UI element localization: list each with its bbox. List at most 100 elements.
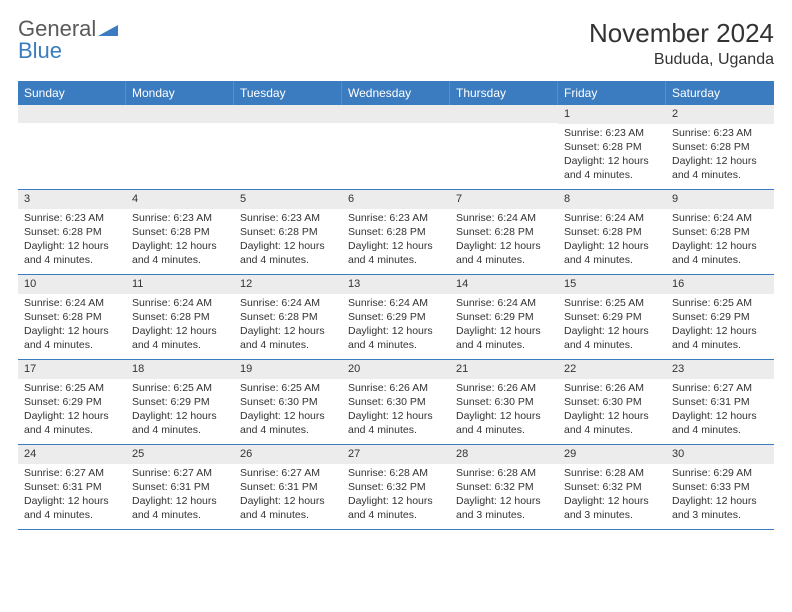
calendar-day-empty <box>342 105 450 189</box>
daylight-text: Daylight: 12 hours and 4 minutes. <box>132 324 228 352</box>
sunset-text: Sunset: 6:30 PM <box>456 395 552 409</box>
sunrise-text: Sunrise: 6:28 AM <box>456 466 552 480</box>
sunset-text: Sunset: 6:29 PM <box>564 310 660 324</box>
calendar-day: 25Sunrise: 6:27 AMSunset: 6:31 PMDayligh… <box>126 445 234 529</box>
daylight-text: Daylight: 12 hours and 3 minutes. <box>564 494 660 522</box>
sunset-text: Sunset: 6:28 PM <box>240 310 336 324</box>
weekday-header-row: SundayMondayTuesdayWednesdayThursdayFrid… <box>18 81 774 105</box>
calendar-day: 10Sunrise: 6:24 AMSunset: 6:28 PMDayligh… <box>18 275 126 359</box>
sunrise-text: Sunrise: 6:24 AM <box>456 296 552 310</box>
day-number: 9 <box>666 190 774 209</box>
weekday-header: Friday <box>558 81 666 105</box>
calendar-day: 2Sunrise: 6:23 AMSunset: 6:28 PMDaylight… <box>666 105 774 189</box>
daylight-text: Daylight: 12 hours and 4 minutes. <box>348 239 444 267</box>
day-content: Sunrise: 6:24 AMSunset: 6:28 PMDaylight:… <box>18 294 126 357</box>
calendar-day: 22Sunrise: 6:26 AMSunset: 6:30 PMDayligh… <box>558 360 666 444</box>
day-number: 2 <box>666 105 774 124</box>
weekday-header: Tuesday <box>234 81 342 105</box>
sunrise-text: Sunrise: 6:25 AM <box>240 381 336 395</box>
day-number: 17 <box>18 360 126 379</box>
daylight-text: Daylight: 12 hours and 4 minutes. <box>132 409 228 437</box>
sunset-text: Sunset: 6:28 PM <box>672 225 768 239</box>
day-number: 6 <box>342 190 450 209</box>
day-number: 18 <box>126 360 234 379</box>
day-content: Sunrise: 6:24 AMSunset: 6:28 PMDaylight:… <box>558 209 666 272</box>
sunset-text: Sunset: 6:30 PM <box>240 395 336 409</box>
day-number: 1 <box>558 105 666 124</box>
sunrise-text: Sunrise: 6:28 AM <box>348 466 444 480</box>
daylight-text: Daylight: 12 hours and 4 minutes. <box>240 324 336 352</box>
daylight-text: Daylight: 12 hours and 4 minutes. <box>456 239 552 267</box>
day-content: Sunrise: 6:28 AMSunset: 6:32 PMDaylight:… <box>342 464 450 527</box>
month-title: November 2024 <box>589 18 774 49</box>
sunset-text: Sunset: 6:29 PM <box>24 395 120 409</box>
calendar-day: 23Sunrise: 6:27 AMSunset: 6:31 PMDayligh… <box>666 360 774 444</box>
logo: General Blue <box>18 18 118 62</box>
calendar: SundayMondayTuesdayWednesdayThursdayFrid… <box>18 81 774 530</box>
weekday-header: Thursday <box>450 81 558 105</box>
weekday-header: Monday <box>126 81 234 105</box>
sunset-text: Sunset: 6:32 PM <box>564 480 660 494</box>
calendar-body: 1Sunrise: 6:23 AMSunset: 6:28 PMDaylight… <box>18 105 774 530</box>
sunset-text: Sunset: 6:31 PM <box>132 480 228 494</box>
sunset-text: Sunset: 6:28 PM <box>564 140 660 154</box>
daylight-text: Daylight: 12 hours and 4 minutes. <box>132 239 228 267</box>
sunset-text: Sunset: 6:29 PM <box>132 395 228 409</box>
calendar-day: 14Sunrise: 6:24 AMSunset: 6:29 PMDayligh… <box>450 275 558 359</box>
calendar-day: 17Sunrise: 6:25 AMSunset: 6:29 PMDayligh… <box>18 360 126 444</box>
day-number: 12 <box>234 275 342 294</box>
calendar-week-row: 1Sunrise: 6:23 AMSunset: 6:28 PMDaylight… <box>18 105 774 190</box>
sunset-text: Sunset: 6:28 PM <box>348 225 444 239</box>
sunset-text: Sunset: 6:29 PM <box>456 310 552 324</box>
sunrise-text: Sunrise: 6:25 AM <box>24 381 120 395</box>
sunset-text: Sunset: 6:31 PM <box>240 480 336 494</box>
day-content: Sunrise: 6:27 AMSunset: 6:31 PMDaylight:… <box>126 464 234 527</box>
calendar-day-empty <box>234 105 342 189</box>
day-number: 26 <box>234 445 342 464</box>
sunrise-text: Sunrise: 6:23 AM <box>564 126 660 140</box>
day-number: 13 <box>342 275 450 294</box>
weekday-header: Sunday <box>18 81 126 105</box>
location: Bududa, Uganda <box>589 51 774 69</box>
day-number: 22 <box>558 360 666 379</box>
day-content: Sunrise: 6:23 AMSunset: 6:28 PMDaylight:… <box>18 209 126 272</box>
daylight-text: Daylight: 12 hours and 3 minutes. <box>456 494 552 522</box>
daylight-text: Daylight: 12 hours and 4 minutes. <box>456 324 552 352</box>
daylight-text: Daylight: 12 hours and 4 minutes. <box>564 239 660 267</box>
calendar-day-empty <box>18 105 126 189</box>
sunset-text: Sunset: 6:33 PM <box>672 480 768 494</box>
day-number: 23 <box>666 360 774 379</box>
sunrise-text: Sunrise: 6:24 AM <box>672 211 768 225</box>
sunrise-text: Sunrise: 6:25 AM <box>672 296 768 310</box>
daylight-text: Daylight: 12 hours and 4 minutes. <box>348 324 444 352</box>
sunrise-text: Sunrise: 6:25 AM <box>132 381 228 395</box>
daylight-text: Daylight: 12 hours and 4 minutes. <box>240 494 336 522</box>
day-content: Sunrise: 6:27 AMSunset: 6:31 PMDaylight:… <box>666 379 774 442</box>
sunset-text: Sunset: 6:32 PM <box>348 480 444 494</box>
calendar-day: 30Sunrise: 6:29 AMSunset: 6:33 PMDayligh… <box>666 445 774 529</box>
sunset-text: Sunset: 6:28 PM <box>132 310 228 324</box>
calendar-week-row: 3Sunrise: 6:23 AMSunset: 6:28 PMDaylight… <box>18 190 774 275</box>
daylight-text: Daylight: 12 hours and 4 minutes. <box>672 154 768 182</box>
calendar-day: 5Sunrise: 6:23 AMSunset: 6:28 PMDaylight… <box>234 190 342 274</box>
daylight-text: Daylight: 12 hours and 4 minutes. <box>240 409 336 437</box>
day-number: 10 <box>18 275 126 294</box>
daylight-text: Daylight: 12 hours and 4 minutes. <box>348 494 444 522</box>
sunset-text: Sunset: 6:28 PM <box>672 140 768 154</box>
calendar-day: 3Sunrise: 6:23 AMSunset: 6:28 PMDaylight… <box>18 190 126 274</box>
day-content: Sunrise: 6:25 AMSunset: 6:29 PMDaylight:… <box>126 379 234 442</box>
day-number: 21 <box>450 360 558 379</box>
weekday-header: Saturday <box>666 81 774 105</box>
sunrise-text: Sunrise: 6:26 AM <box>456 381 552 395</box>
calendar-day: 20Sunrise: 6:26 AMSunset: 6:30 PMDayligh… <box>342 360 450 444</box>
calendar-day: 11Sunrise: 6:24 AMSunset: 6:28 PMDayligh… <box>126 275 234 359</box>
sunrise-text: Sunrise: 6:23 AM <box>240 211 336 225</box>
day-number <box>18 105 126 123</box>
daylight-text: Daylight: 12 hours and 4 minutes. <box>672 409 768 437</box>
calendar-week-row: 24Sunrise: 6:27 AMSunset: 6:31 PMDayligh… <box>18 445 774 530</box>
logo-triangle-icon <box>98 25 118 39</box>
calendar-day: 24Sunrise: 6:27 AMSunset: 6:31 PMDayligh… <box>18 445 126 529</box>
daylight-text: Daylight: 12 hours and 4 minutes. <box>672 324 768 352</box>
day-number: 30 <box>666 445 774 464</box>
calendar-day: 6Sunrise: 6:23 AMSunset: 6:28 PMDaylight… <box>342 190 450 274</box>
